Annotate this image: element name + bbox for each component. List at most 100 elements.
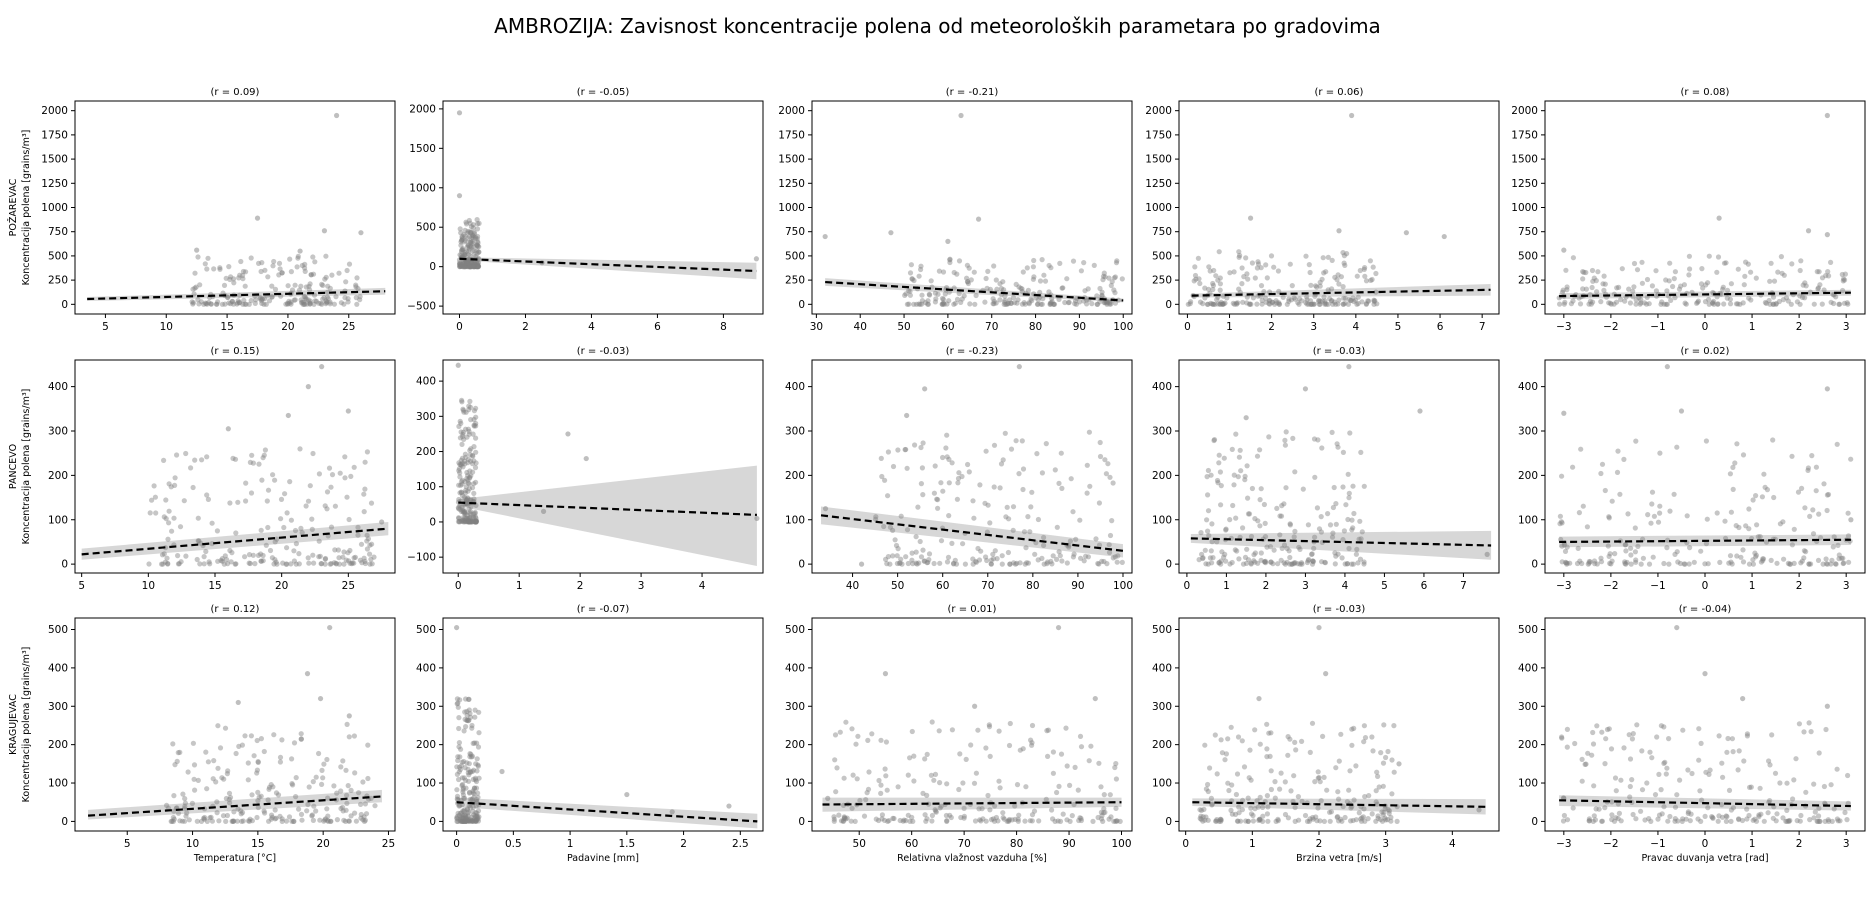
x-tick-label: 30 xyxy=(810,321,823,333)
data-point xyxy=(932,290,939,296)
data-point xyxy=(1291,561,1297,567)
data-point xyxy=(240,301,246,307)
data-point xyxy=(985,502,991,508)
data-point xyxy=(1047,301,1053,307)
data-point xyxy=(363,811,370,817)
plot-area xyxy=(454,624,758,829)
data-point xyxy=(1103,471,1109,477)
data-point xyxy=(463,518,469,525)
data-point xyxy=(466,519,472,525)
data-point xyxy=(227,547,233,554)
data-point xyxy=(215,299,221,305)
data-point xyxy=(1380,783,1386,789)
subplot-annotation: (r = -0.03) xyxy=(1313,604,1366,615)
data-point xyxy=(286,814,293,820)
data-point xyxy=(358,801,364,808)
data-point xyxy=(1206,264,1212,270)
data-point xyxy=(467,805,474,811)
data-point xyxy=(1367,258,1373,264)
data-point xyxy=(472,262,478,268)
data-point xyxy=(192,787,198,793)
y-tick-label: 500 xyxy=(1518,624,1538,636)
y-tick-label: 300 xyxy=(1518,701,1538,713)
data-point xyxy=(204,492,210,498)
data-point xyxy=(460,261,466,267)
data-point xyxy=(1241,274,1247,280)
data-point xyxy=(476,814,482,820)
data-point xyxy=(1030,264,1036,270)
data-point xyxy=(1220,301,1226,307)
data-point xyxy=(1622,542,1628,548)
data-point xyxy=(466,519,472,525)
data-point xyxy=(849,805,855,811)
y-tick-label: 100 xyxy=(1152,778,1172,790)
data-point xyxy=(1361,266,1367,272)
data-point xyxy=(345,550,351,556)
data-point xyxy=(890,815,896,822)
plot-area xyxy=(87,112,386,307)
data-point xyxy=(287,256,293,262)
data-point xyxy=(465,259,471,265)
x-tick-label: 6 xyxy=(654,321,661,333)
plot-area xyxy=(1556,112,1851,307)
data-point xyxy=(976,806,982,812)
data-point xyxy=(1081,558,1087,564)
data-point xyxy=(1076,817,1082,824)
data-point xyxy=(1078,268,1084,274)
data-point xyxy=(311,560,317,566)
data-point xyxy=(1321,818,1327,825)
axes-frame xyxy=(1178,359,1500,574)
data-point xyxy=(1664,545,1670,551)
data-point xyxy=(1295,561,1301,567)
data-point xyxy=(461,494,468,500)
data-point xyxy=(983,448,989,454)
data-point xyxy=(1361,483,1367,489)
data-point xyxy=(466,696,472,702)
data-point xyxy=(1727,553,1734,559)
data-point xyxy=(909,557,915,563)
data-point xyxy=(1609,799,1615,805)
y-axis-label: Koncentracija polena [grains/m³] xyxy=(21,130,32,286)
data-point xyxy=(1703,541,1709,547)
data-point xyxy=(291,818,297,825)
data-point xyxy=(357,557,363,563)
data-point xyxy=(462,517,468,524)
data-point xyxy=(1767,278,1773,284)
data-point xyxy=(1231,269,1237,275)
y-tick-label: 2000 xyxy=(409,103,436,115)
data-point xyxy=(1209,802,1215,808)
data-point xyxy=(466,519,472,525)
data-point xyxy=(1314,284,1320,290)
data-point xyxy=(227,500,233,506)
data-point xyxy=(929,812,936,819)
data-point xyxy=(865,737,871,744)
data-point xyxy=(322,276,328,282)
data-point xyxy=(462,716,468,723)
data-point xyxy=(474,768,480,774)
data-point xyxy=(1214,539,1220,545)
data-point xyxy=(460,262,466,268)
data-point xyxy=(454,815,460,821)
data-point xyxy=(215,558,221,564)
data-point xyxy=(1260,818,1266,825)
x-tick-label: 1 xyxy=(516,580,523,592)
data-point xyxy=(1232,811,1239,818)
data-point xyxy=(231,818,237,824)
data-point xyxy=(1801,555,1807,561)
data-point xyxy=(831,814,837,820)
data-point xyxy=(1196,276,1202,282)
data-point xyxy=(471,263,477,269)
data-point xyxy=(1319,445,1325,451)
data-point xyxy=(1672,804,1679,810)
data-point xyxy=(961,813,968,819)
data-point xyxy=(1316,526,1323,532)
data-point xyxy=(254,767,260,773)
data-point xyxy=(938,480,944,486)
data-point xyxy=(459,490,465,496)
data-point xyxy=(1102,809,1108,816)
data-point xyxy=(473,518,479,524)
data-point xyxy=(323,301,329,307)
data-point xyxy=(1280,294,1286,300)
data-point xyxy=(1041,534,1047,541)
